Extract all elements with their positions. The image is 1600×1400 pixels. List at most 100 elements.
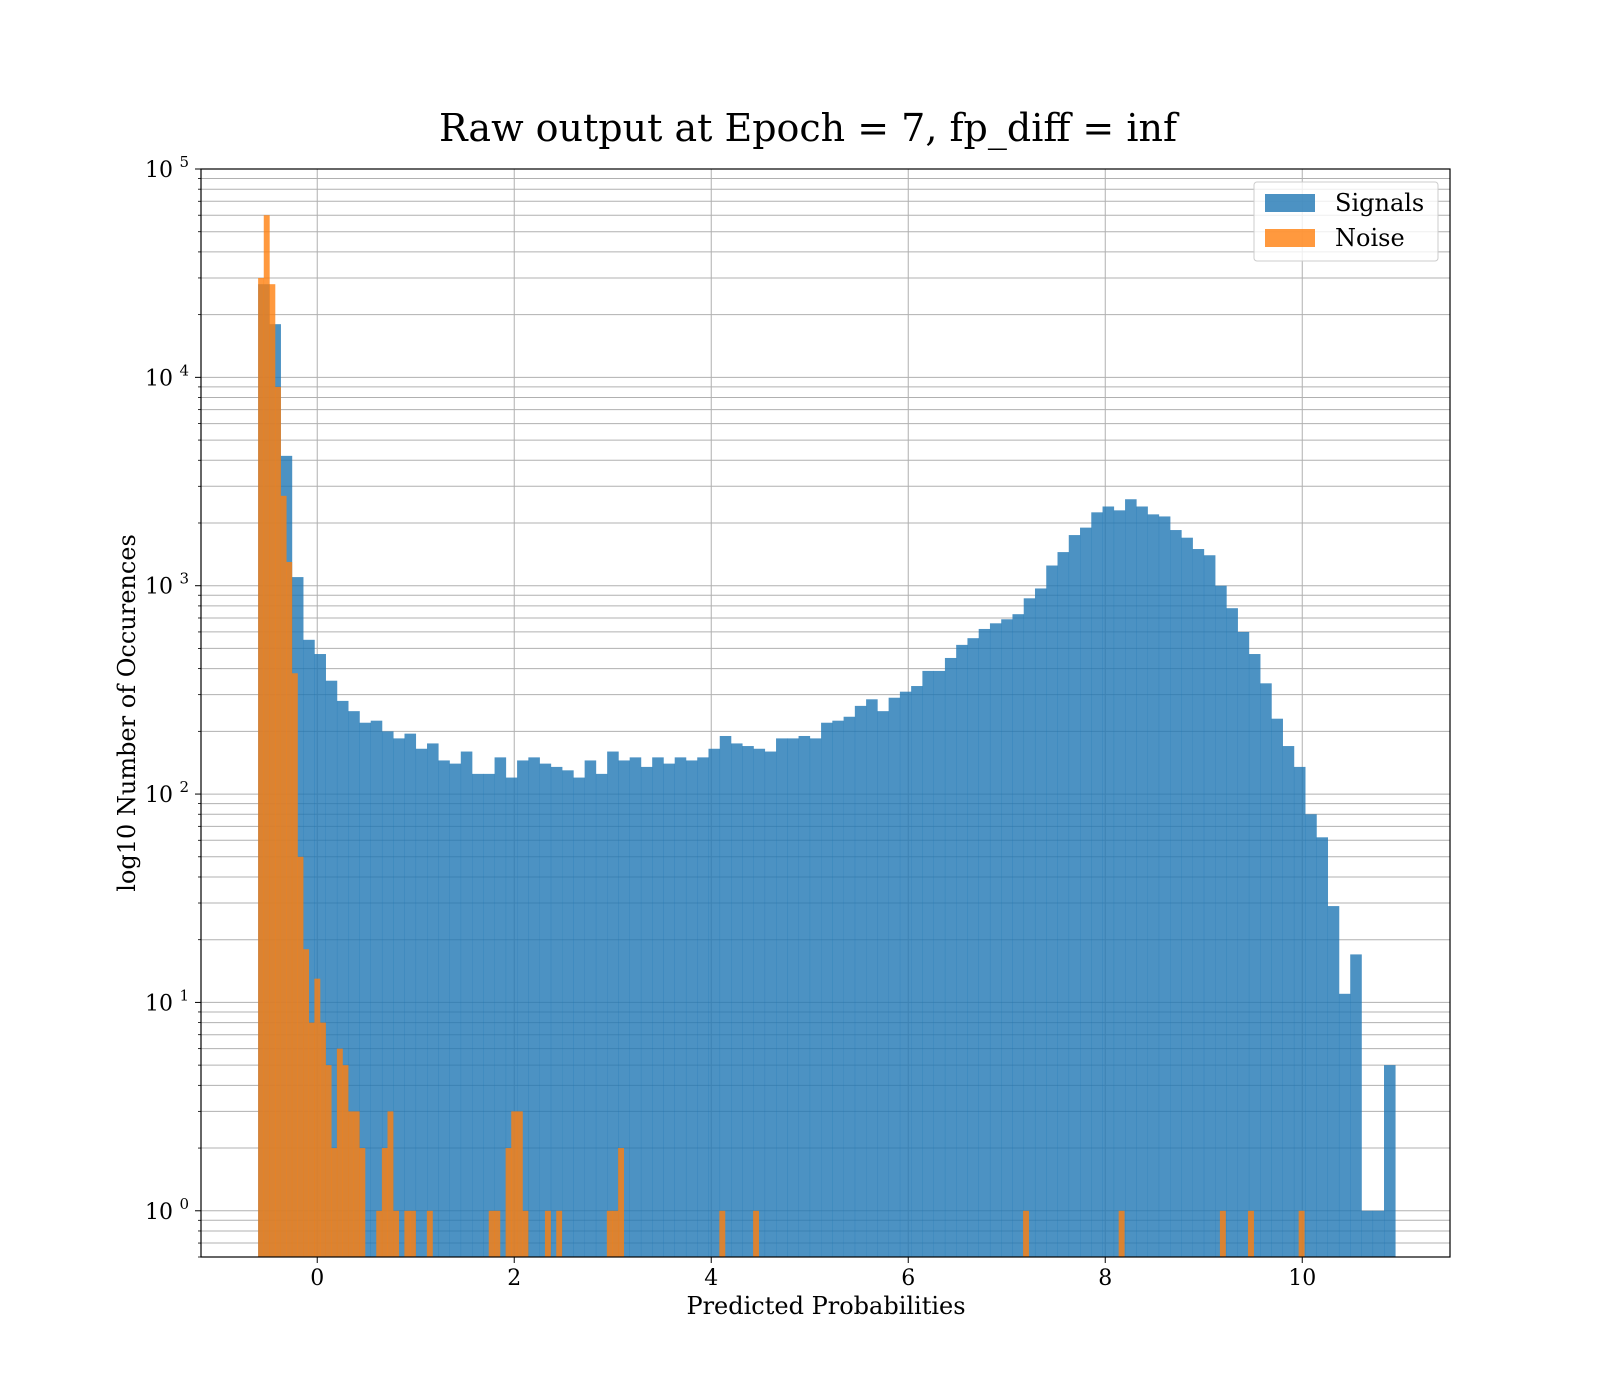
noise-bar [263,215,270,1257]
signals-bar [1192,549,1205,1257]
y-tick-label: 10 [145,575,173,600]
signals-bar [370,720,383,1257]
signals-bar [933,670,946,1257]
signals-bar [393,738,405,1257]
signals-bar [922,670,934,1257]
noise-bar [618,1148,625,1257]
noise-bar [409,1210,416,1257]
y-axis-label: log10 Number of Occurences [113,534,141,892]
noise-bar [1219,1210,1226,1257]
signals-bar [1237,631,1250,1257]
noise-bar [494,1210,501,1257]
noise-bar [376,1210,383,1257]
signals-bar [1080,527,1092,1257]
signals-bar [854,705,867,1257]
signals-bar [1091,512,1103,1257]
signals-bar [1001,619,1013,1257]
signals-bar [1293,766,1306,1257]
legend-swatch-signals [1265,194,1315,212]
signals-bar [866,699,878,1257]
signals-bar [438,760,450,1257]
signals-bar [1260,683,1272,1257]
y-tick-label: 10 [145,366,173,391]
axis-ticks: 0 2 4 6 8 10 10 0 10 1 10 2 10 3 10 4 10 5 [145,153,1316,1291]
signals-bar [685,760,698,1257]
signals-bar [663,763,676,1257]
noise-bar [1248,1210,1254,1257]
signals-bar [787,738,799,1257]
noise-bar [297,856,304,1257]
legend: Signals Noise [1253,181,1439,262]
signals-bar [708,748,721,1257]
legend-label-signals: Signals [1335,189,1424,217]
signals-bar [472,773,484,1257]
signals-bar [776,738,788,1257]
x-tick-label: 2 [507,1266,521,1291]
plot-frame [200,168,1451,1258]
signals-bar [1012,614,1025,1257]
signals-bar [528,757,540,1257]
signals-bar [314,654,326,1257]
x-tick-label: 0 [310,1266,324,1291]
noise-bar [488,1210,495,1257]
noise-bar [303,949,310,1257]
y-tick-exponent: 5 [179,153,189,171]
noise-bar [336,1048,343,1257]
y-tick-exponent: 1 [179,986,189,1004]
signals-bar [1226,608,1238,1257]
legend-label-noise: Noise [1335,224,1405,252]
signals-bar [978,628,991,1257]
noise-bar [331,1148,338,1257]
y-tick-exponent: 0 [179,1195,189,1213]
signals-bar [730,743,743,1257]
signals-bar [652,757,664,1257]
noise-bar [1023,1210,1029,1257]
signals-bar [764,751,777,1257]
noise-bar [353,1111,360,1257]
y-tick-exponent: 4 [179,361,189,379]
noise-bar [606,1210,613,1257]
noise-bar [1118,1210,1125,1257]
signals-bar [1384,1065,1396,1257]
signals-bar [415,748,428,1257]
y-tick-exponent: 2 [179,778,189,796]
signals-bar [821,722,833,1257]
noise-bar [359,1148,366,1257]
signals-bar [303,639,315,1257]
noise-bar [404,1210,411,1257]
signals-bar [1338,993,1351,1257]
signals-bar [483,773,495,1257]
y-tick-label: 10 [145,783,173,808]
y-tick-label: 10 [145,1200,173,1225]
noise-bar [314,978,321,1257]
signals-bar [1046,565,1058,1257]
signals-bar [618,760,630,1257]
signals-bar [697,757,709,1257]
noise-bar [516,1111,523,1257]
signals-bar [640,766,653,1257]
noise-bar [280,495,287,1257]
signals-bar [1125,499,1137,1257]
signals-bar [1305,814,1317,1257]
signals-bar [899,691,912,1257]
noise-bar [387,1111,394,1257]
signals-bar [562,770,574,1257]
signals-bar [1158,516,1171,1257]
noise-bar [319,1022,326,1257]
signals-bar [1113,510,1126,1257]
signals-bar [753,748,766,1257]
signals-bar [607,751,619,1257]
signals-bar [1271,718,1283,1257]
signals-bar [336,700,349,1257]
noise-bar [325,1065,332,1257]
signals-bar [359,722,372,1257]
signals-bar [573,777,585,1257]
signals-bar [449,763,462,1257]
noise-bar [719,1210,726,1257]
signals-bar [1327,906,1340,1257]
signals-bar [888,697,901,1257]
signals-bar [877,711,889,1257]
signals-bar [348,711,360,1257]
noise-bar [1298,1210,1305,1257]
signals-bar [809,738,822,1257]
